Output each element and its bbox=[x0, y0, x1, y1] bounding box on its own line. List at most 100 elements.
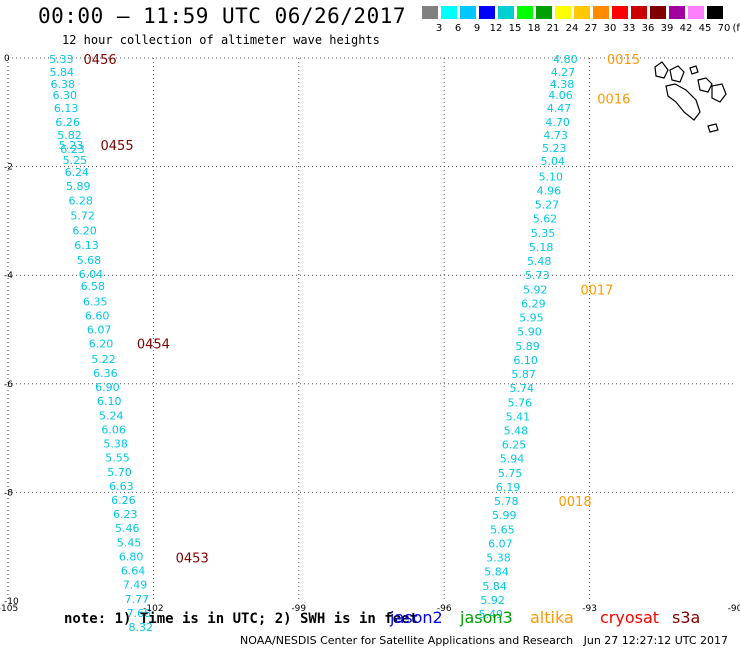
color-label: 45 bbox=[698, 23, 712, 34]
swh-value: 5.33 bbox=[49, 53, 74, 66]
swh-value: 5.41 bbox=[506, 410, 531, 423]
color-label: 39 bbox=[660, 23, 674, 34]
swh-value: 6.60 bbox=[85, 309, 110, 322]
swh-value: 5.55 bbox=[105, 452, 130, 465]
swh-value: 6.07 bbox=[87, 324, 112, 337]
swh-value: 6.30 bbox=[52, 89, 77, 102]
color-swatch bbox=[631, 6, 647, 19]
time-label: 0456 bbox=[84, 53, 117, 68]
swh-value: 5.22 bbox=[91, 353, 116, 366]
swh-value: 5.99 bbox=[492, 509, 517, 522]
swh-value: 6.20 bbox=[72, 225, 97, 238]
color-label: 70 bbox=[717, 23, 731, 34]
swh-value: 6.26 bbox=[55, 116, 80, 129]
page-subtitle: 12 hour collection of altimeter wave hei… bbox=[62, 33, 380, 47]
swh-value: 5.38 bbox=[486, 552, 511, 565]
color-label: 36 bbox=[641, 23, 655, 34]
color-label: 33 bbox=[622, 23, 636, 34]
swh-value: 5.84 bbox=[50, 66, 75, 79]
swh-value: 5.38 bbox=[103, 438, 128, 451]
color-label: 9 bbox=[473, 23, 481, 34]
swh-value: 6.90 bbox=[95, 381, 120, 394]
swh-value: 5.62 bbox=[533, 213, 558, 226]
swh-value: 4.47 bbox=[547, 102, 572, 115]
credit-line: NOAA/NESDIS Center for Satellite Applica… bbox=[240, 634, 729, 647]
swh-value: 5.45 bbox=[117, 536, 142, 549]
swh-value: 6.04 bbox=[79, 268, 104, 281]
color-label: 6 bbox=[454, 23, 462, 34]
time-label: 0018 bbox=[559, 495, 592, 510]
swh-value: 6.25 bbox=[502, 439, 527, 452]
color-label: 21 bbox=[546, 23, 560, 34]
satellite-cryosat: cryosat bbox=[600, 608, 660, 627]
color-label: 3 bbox=[435, 23, 443, 34]
swh-value: 6.23 bbox=[60, 143, 85, 156]
swh-value: 6.63 bbox=[109, 480, 134, 493]
swh-value: 5.24 bbox=[99, 409, 124, 422]
satellite-jason2: jason2 bbox=[390, 608, 443, 627]
y-tick-label: -2 bbox=[4, 163, 13, 173]
swh-value: 4.27 bbox=[551, 66, 576, 79]
swh-value: 4.73 bbox=[543, 129, 568, 142]
swh-value: 4.06 bbox=[548, 89, 573, 102]
swh-value: 6.64 bbox=[121, 565, 146, 578]
color-swatch bbox=[422, 6, 438, 19]
island-outline bbox=[689, 65, 699, 75]
swh-value: 5.68 bbox=[77, 254, 102, 267]
swh-value: 6.24 bbox=[65, 166, 90, 179]
swh-value: 6.38 bbox=[51, 78, 76, 91]
swh-value: 6.13 bbox=[54, 102, 79, 115]
x-tick-label: -99 bbox=[291, 604, 306, 614]
swh-value: 5.92 bbox=[480, 594, 505, 607]
swh-value: 5.73 bbox=[525, 269, 550, 282]
swh-value: 4.38 bbox=[550, 78, 575, 91]
galapagos-coastline bbox=[654, 61, 727, 133]
x-tick-label: -105 bbox=[0, 604, 18, 614]
swh-value: 5.27 bbox=[535, 199, 560, 212]
swh-value: 6.07 bbox=[488, 537, 513, 550]
page-title: 00:00 – 11:59 UTC 06/26/2017 bbox=[38, 4, 407, 28]
color-swatch bbox=[536, 6, 552, 19]
swh-value: 5.95 bbox=[519, 312, 544, 325]
swh-value: 5.87 bbox=[511, 368, 536, 381]
time-label: 0454 bbox=[137, 338, 170, 353]
color-label: 27 bbox=[584, 23, 598, 34]
satellite-s3a: s3a bbox=[672, 608, 701, 627]
color-swatch bbox=[555, 6, 571, 19]
satellite-tracks: 5.335.846.386.306.136.265.825.236.235.25… bbox=[49, 53, 640, 634]
swh-value: 5.23 bbox=[542, 142, 567, 155]
island-outline bbox=[654, 61, 669, 79]
swh-value: 5.74 bbox=[509, 382, 534, 395]
time-label: 0455 bbox=[101, 139, 134, 154]
color-label: 30 bbox=[603, 23, 617, 34]
swh-value: 6.10 bbox=[97, 395, 122, 408]
island-outline bbox=[707, 123, 719, 133]
swh-value: 6.80 bbox=[119, 550, 144, 563]
swh-value: 5.84 bbox=[482, 580, 507, 593]
swh-value: 5.04 bbox=[541, 155, 566, 168]
island-outline bbox=[697, 77, 713, 93]
swh-value: 6.26 bbox=[111, 494, 136, 507]
island-outline bbox=[665, 83, 701, 121]
swh-value: 6.36 bbox=[93, 367, 118, 380]
y-tick-label: 0 bbox=[4, 54, 10, 64]
swh-value: 5.89 bbox=[515, 340, 540, 353]
swh-value: 5.89 bbox=[66, 180, 91, 193]
swh-value: 5.92 bbox=[523, 283, 548, 296]
island-outline bbox=[669, 65, 685, 83]
swh-value: 8.32 bbox=[129, 621, 154, 634]
y-tick-label: -6 bbox=[4, 380, 13, 390]
swh-value: 6.19 bbox=[496, 481, 521, 494]
swh-value: 5.25 bbox=[63, 154, 88, 167]
color-swatch bbox=[460, 6, 476, 19]
swh-value: 5.78 bbox=[494, 495, 519, 508]
color-swatch bbox=[707, 6, 723, 19]
y-tick-label: -10 bbox=[4, 597, 19, 607]
y-tick-label: -8 bbox=[4, 488, 13, 498]
color-unit: (ft) bbox=[732, 23, 740, 34]
swh-value: 5.23 bbox=[59, 139, 84, 152]
swh-value: 5.94 bbox=[500, 453, 525, 466]
x-tick-label: -102 bbox=[143, 604, 163, 614]
axis-ticks: -105 -102 -99 -96 -93 -90 0 -2 -4 -6 -8 -10 bbox=[0, 54, 740, 614]
swh-value: 6.20 bbox=[89, 338, 114, 351]
